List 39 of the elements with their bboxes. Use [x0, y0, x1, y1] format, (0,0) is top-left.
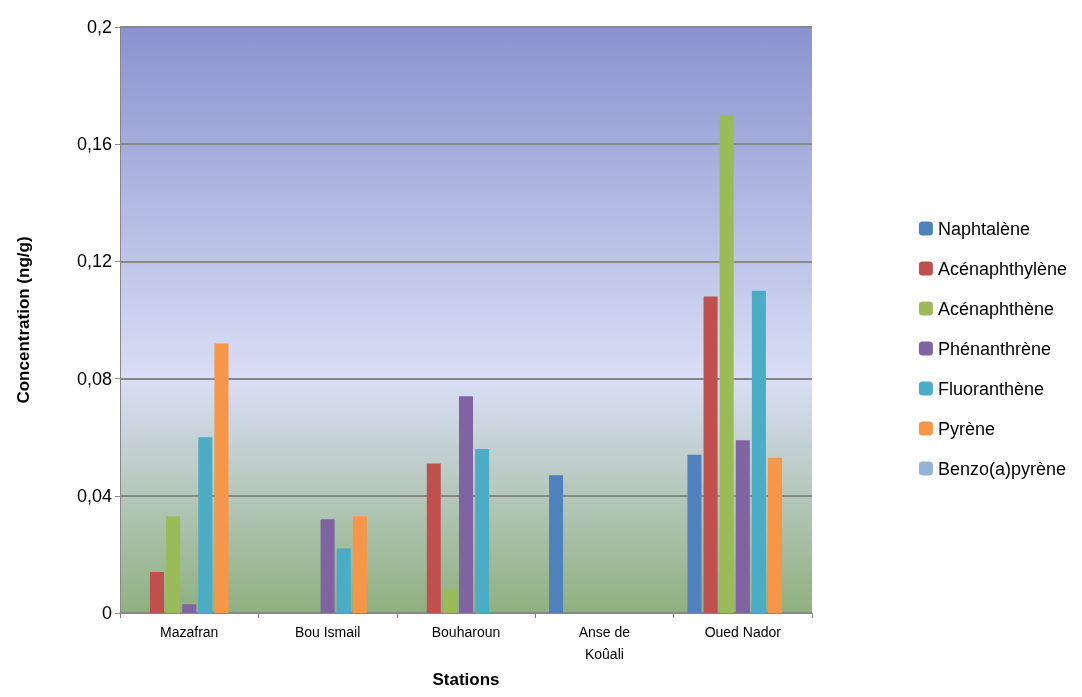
bar	[214, 343, 229, 613]
y-tick-label: 0,2	[86, 17, 112, 37]
bar	[442, 589, 457, 613]
bar	[458, 396, 474, 613]
bar	[735, 440, 750, 613]
legend-label: Phénanthrène	[937, 338, 1052, 359]
bar	[687, 454, 702, 613]
bar	[703, 296, 718, 613]
bar	[475, 448, 490, 613]
bar	[336, 548, 351, 613]
legend-label: Benzo(a)pyrène	[937, 458, 1066, 479]
bar	[198, 437, 213, 613]
x-tick-label: Bou Ismail	[294, 624, 361, 640]
bar	[751, 290, 766, 613]
legend-label: Fluoranthène	[937, 378, 1044, 399]
y-tick-label: 0,08	[76, 368, 112, 389]
bar	[719, 114, 734, 613]
bar	[426, 463, 441, 613]
bar	[549, 475, 564, 613]
x-tick-label: Mazafran	[160, 624, 219, 640]
legend-label: Acénaphthène	[937, 298, 1055, 319]
x-axis-title: Stations	[432, 670, 500, 689]
bar	[166, 516, 181, 613]
y-axis-title: Concentration (ng/g)	[14, 236, 33, 404]
bar	[768, 457, 783, 613]
x-tick-label: Oued Nador	[704, 624, 782, 640]
legend-label: Naphtalène	[937, 218, 1030, 239]
y-tick-label: 0,12	[76, 251, 112, 272]
legend-label: Acénaphthylène	[937, 258, 1068, 279]
bar	[352, 516, 367, 613]
y-tick-label: 0	[101, 603, 112, 623]
x-tick-label: Anse de Koûali	[578, 624, 631, 662]
bar	[320, 519, 335, 613]
bar	[182, 604, 197, 613]
y-tick-label: 0,04	[76, 485, 112, 506]
x-tick-label: Bouharoun	[431, 624, 501, 640]
legend-label: Pyrène	[937, 418, 995, 439]
bar	[149, 571, 164, 613]
y-tick-label: 0,16	[76, 134, 112, 155]
